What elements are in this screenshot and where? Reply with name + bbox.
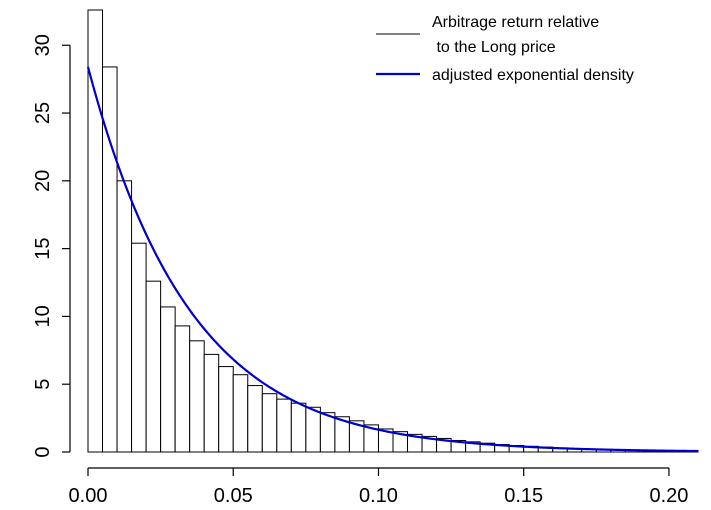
legend: Arbitrage return relative to the Long pr… [376, 14, 634, 84]
y-tick-label: 20 [32, 170, 54, 192]
legend-label-density: adjusted exponential density [432, 67, 634, 84]
histogram-bar [160, 306, 176, 453]
histogram-bar [218, 366, 234, 453]
x-tick-label: 0.20 [649, 485, 688, 507]
histogram-bar [232, 374, 249, 453]
histogram-bar [189, 340, 205, 453]
histogram-bars [87, 9, 699, 453]
y-tick-label: 10 [32, 305, 54, 327]
y-tick-label: 30 [32, 34, 54, 56]
x-tick-label: 0.15 [504, 485, 543, 507]
histogram-bar [131, 242, 147, 453]
x-tick-label: 0.05 [214, 485, 253, 507]
x-tick-label: 0.00 [69, 485, 108, 507]
histogram-bar [261, 393, 278, 453]
y-tick-label: 25 [32, 102, 54, 124]
legend-label-histogram-line1: Arbitrage return relative [432, 14, 599, 31]
y-tick-label: 5 [32, 379, 54, 390]
histogram-bar [290, 402, 307, 453]
histogram-bar [145, 280, 162, 453]
histogram-bar [276, 398, 292, 453]
x-axis: 0.00 0.05 0.10 0.15 0.20 [69, 467, 688, 507]
histogram-bar [203, 353, 220, 453]
x-tick-label: 0.10 [359, 485, 398, 507]
y-tick-label: 15 [32, 238, 54, 260]
y-tick-label: 0 [32, 446, 54, 457]
legend-label-histogram-line2: to the Long price [432, 39, 556, 56]
histogram-bar [305, 406, 321, 453]
y-axis: 0 5 10 15 20 25 30 [32, 34, 71, 458]
histogram-bar [247, 385, 263, 453]
histogram-bar [174, 325, 191, 453]
histogram-bar [319, 412, 336, 453]
histogram-bar [116, 180, 133, 453]
density-curve [86, 66, 699, 453]
